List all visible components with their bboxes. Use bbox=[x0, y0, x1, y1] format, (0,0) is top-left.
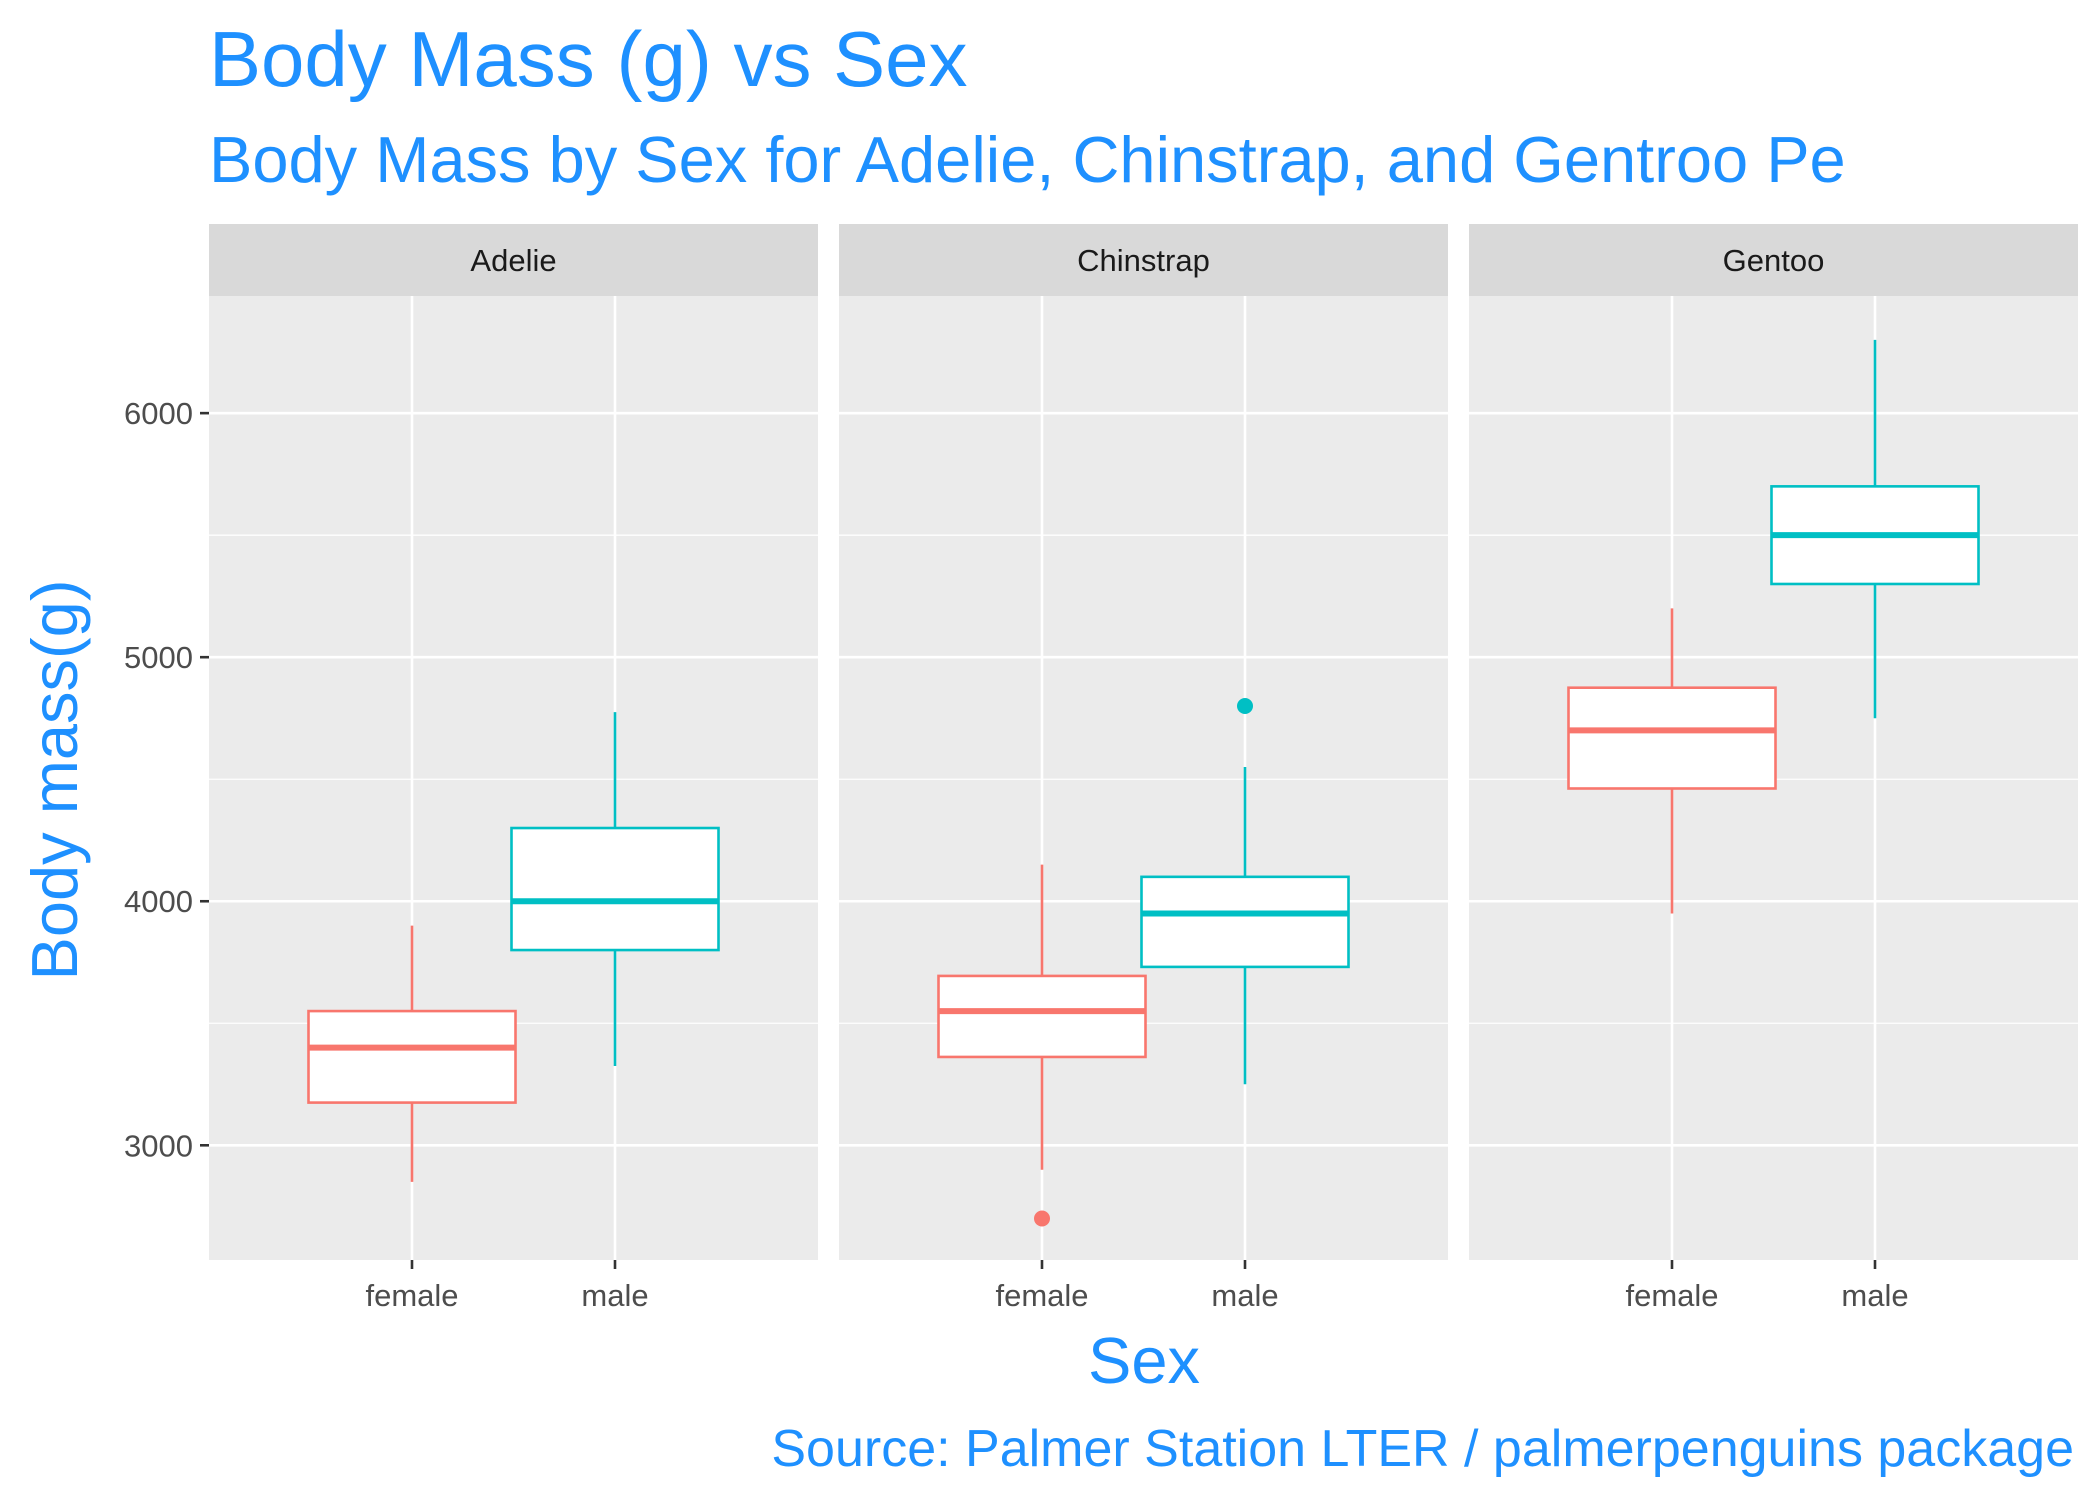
y-tick-label: 4000 bbox=[124, 884, 193, 919]
x-tick-label: female bbox=[365, 1278, 458, 1313]
box-male bbox=[510, 712, 720, 1066]
y-axis: 3000 4000 5000 6000 bbox=[124, 396, 209, 1163]
y-axis-label: Body mass(g) bbox=[18, 580, 91, 981]
outlier-point bbox=[1237, 698, 1253, 715]
box-iqr bbox=[1567, 686, 1777, 790]
box-iqr bbox=[1140, 875, 1350, 969]
box-female bbox=[307, 925, 517, 1182]
y-tick-label: 5000 bbox=[124, 640, 193, 675]
strip-label: Gentoo bbox=[1723, 243, 1825, 278]
chart-title: Body Mass (g) vs Sex bbox=[209, 15, 968, 103]
panel-background bbox=[209, 296, 818, 1260]
chart-subtitle: Body Mass by Sex for Adelie, Chinstrap, … bbox=[209, 123, 1846, 196]
box-female bbox=[1567, 608, 1777, 914]
strip-label: Adelie bbox=[470, 243, 556, 278]
strip-background bbox=[1469, 224, 2078, 296]
outlier-point bbox=[1034, 1210, 1050, 1227]
box-iqr bbox=[307, 1009, 517, 1104]
facet-panel-adelie: Adelie female male bbox=[209, 224, 818, 1313]
x-tick-label: male bbox=[1211, 1278, 1278, 1313]
facet-panel-gentoo: Gentoo female male bbox=[1469, 224, 2078, 1313]
x-tick-label: female bbox=[995, 1278, 1088, 1313]
x-tick-label: male bbox=[1841, 1278, 1908, 1313]
box-female bbox=[937, 864, 1147, 1227]
strip-background bbox=[839, 224, 1448, 296]
chart-caption: Source: Palmer Station LTER / palmerpeng… bbox=[771, 1420, 2074, 1478]
box-iqr bbox=[937, 974, 1147, 1059]
y-tick-label: 6000 bbox=[124, 396, 193, 431]
box-male bbox=[1770, 339, 1980, 719]
box-male bbox=[1140, 698, 1350, 1085]
y-tick-label: 3000 bbox=[124, 1128, 193, 1163]
strip-label: Chinstrap bbox=[1077, 243, 1210, 278]
x-tick-label: female bbox=[1625, 1278, 1718, 1313]
panel-background bbox=[839, 296, 1448, 1260]
facet-panel-chinstrap: Chinstrap female male bbox=[839, 224, 1448, 1313]
box-iqr bbox=[510, 826, 720, 952]
x-axis-label: Sex bbox=[1088, 1324, 1200, 1397]
strip-background bbox=[209, 224, 818, 296]
x-tick-label: male bbox=[581, 1278, 648, 1313]
